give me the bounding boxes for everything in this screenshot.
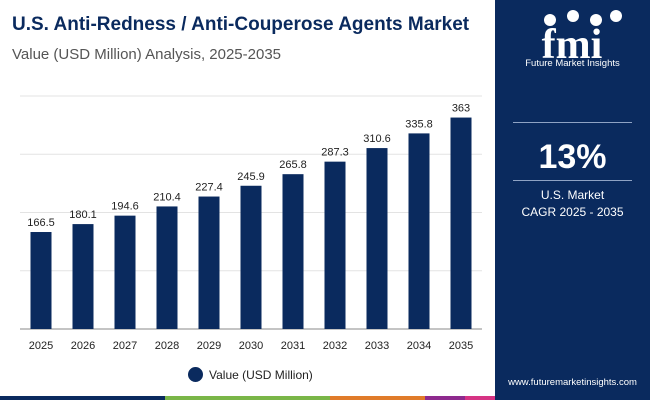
bar-2030 (240, 185, 262, 329)
cagr-period-label: CAGR 2025 - 2035 (521, 205, 624, 219)
bar-2027 (114, 215, 136, 329)
footer-color-segment (330, 396, 425, 400)
x-tick-2027: 2027 (113, 340, 137, 352)
x-tick-2032: 2032 (323, 340, 347, 352)
data-label-2033: 310.6 (363, 133, 391, 145)
stat-divider-top (513, 122, 632, 123)
x-tick-2025: 2025 (29, 340, 53, 352)
website-link[interactable]: www.futuremarketinsights.com (508, 377, 637, 388)
x-tick-2035: 2035 (449, 340, 473, 352)
footer-color-segment (165, 396, 330, 400)
bar-2025 (30, 232, 52, 329)
footer-color-segment (0, 396, 165, 400)
chart-title: U.S. Anti-Redness / Anti-Couperose Agent… (12, 14, 470, 35)
data-label-2029: 227.4 (195, 182, 223, 194)
data-label-2031: 265.8 (279, 159, 307, 171)
x-tick-2030: 2030 (239, 340, 263, 352)
cagr-value: 13% (538, 138, 607, 176)
bar-2031 (282, 174, 304, 329)
x-tick-2026: 2026 (71, 340, 95, 352)
chart-subtitle: Value (USD Million) Analysis, 2025-2035 (12, 46, 282, 63)
data-label-2035: 363 (452, 103, 470, 115)
footer-color-bar (0, 396, 495, 400)
bar-2029 (198, 196, 220, 329)
x-tick-2028: 2028 (155, 340, 179, 352)
x-tick-2034: 2034 (407, 340, 431, 352)
bar-2028 (156, 206, 178, 329)
bar-2032 (324, 161, 346, 329)
chart-legend: Value (USD Million) (188, 367, 313, 382)
market-label: U.S. Market (540, 188, 605, 202)
logo-subtitle: Future Market Insights (525, 58, 620, 69)
bar-2034 (408, 133, 430, 329)
sidebar-panel: fmi Future Market Insights 13% U.S. Mark… (495, 0, 650, 400)
legend-label: Value (USD Million) (209, 367, 313, 382)
data-label-2032: 287.3 (321, 147, 349, 159)
logo-text: fmi (542, 22, 603, 68)
data-label-2026: 180.1 (69, 209, 97, 221)
fmi-logo-icon: fmi (542, 10, 622, 68)
data-label-2034: 335.8 (405, 118, 433, 130)
footer-color-segment (465, 396, 495, 400)
legend-swatch (188, 367, 203, 382)
x-tick-2029: 2029 (197, 340, 221, 352)
bar-chart: 166.5 2025 180.1 2026 194.6 2027 210.4 2028 227.… (20, 95, 482, 352)
x-tick-2033: 2033 (365, 340, 389, 352)
data-label-2025: 166.5 (27, 217, 55, 229)
data-label-2030: 245.9 (237, 171, 265, 183)
data-label-2027: 194.6 (111, 201, 139, 213)
data-label-2028: 210.4 (153, 191, 181, 203)
bar-2035 (450, 117, 472, 330)
bar-2033 (366, 148, 388, 329)
x-tick-2031: 2031 (281, 340, 305, 352)
footer-color-segment (425, 396, 465, 400)
bar-2026 (72, 224, 94, 329)
stat-divider-bottom (513, 180, 632, 181)
